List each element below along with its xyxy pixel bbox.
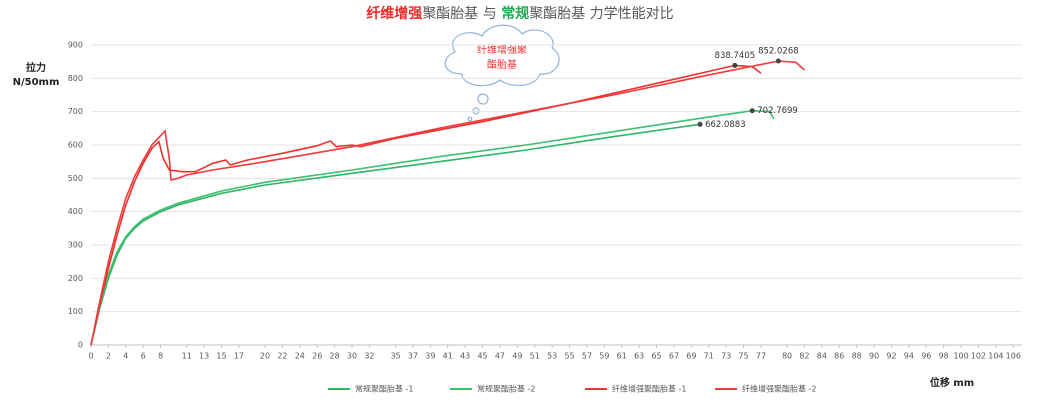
x-tick-label: 61: [617, 352, 627, 361]
x-tick-label: 39: [425, 352, 435, 361]
x-tick-label: 32: [364, 352, 374, 361]
cloud-bubble: [472, 107, 480, 115]
x-tick-label: 28: [330, 352, 340, 361]
x-tick-label: 100: [953, 352, 968, 361]
series-line: [90, 109, 775, 346]
x-tick-label: 22: [277, 352, 287, 361]
cloud-bubble: [477, 93, 489, 105]
x-tick-label: 73: [721, 352, 731, 361]
cloud-bubble: [467, 116, 473, 122]
annotation: 纤维增强聚: [477, 43, 527, 56]
peak-marker: [732, 62, 738, 68]
y-tick-label: 500: [68, 174, 83, 183]
x-tick-label: 45: [477, 352, 487, 361]
x-tick-label: 77: [756, 352, 766, 361]
callout: [444, 24, 560, 122]
y-axis-label: 拉力: [26, 61, 46, 74]
x-tick-label: 43: [460, 352, 470, 361]
x-tick-label: 71: [704, 352, 714, 361]
x-tick-label: 51: [530, 352, 540, 361]
x-tick-label: 26: [312, 352, 322, 361]
x-tick-label: 55: [564, 352, 574, 361]
x-tick-label: 49: [512, 352, 522, 361]
legend-label: 常规聚酯胎基 -2: [477, 384, 536, 394]
y-tick-label: 0: [78, 341, 83, 350]
x-tick-label: 13: [199, 352, 209, 361]
x-tick-label: 106: [1006, 352, 1021, 361]
x-tick-label: 11: [182, 352, 192, 361]
x-tick-label: 57: [582, 352, 592, 361]
legend-label: 常规聚酯胎基 -1: [355, 384, 414, 394]
x-tick-label: 90: [869, 352, 879, 361]
annotation: 酯胎基: [487, 58, 517, 71]
x-tick-label: 6: [141, 352, 146, 361]
x-tick-label: 80: [782, 352, 792, 361]
x-tick-label: 96: [921, 352, 931, 361]
x-tick-label: 65: [651, 352, 661, 361]
x-tick-label: 67: [669, 352, 679, 361]
x-tick-label: 86: [834, 352, 844, 361]
x-tick-label: 102: [971, 352, 986, 361]
y-tick-label: 200: [68, 274, 83, 283]
y-tick-label: 100: [68, 307, 83, 316]
x-tick-label: 47: [495, 352, 505, 361]
x-tick-label: 35: [390, 352, 400, 361]
peak-marker: [775, 58, 781, 64]
x-tick-label: 8: [158, 352, 163, 361]
chart-title: 纤维增强聚酯胎基 与 常规聚酯胎基 力学性能对比: [366, 5, 673, 22]
y-tick-label: 300: [68, 241, 83, 250]
x-tick-label: 41: [443, 352, 453, 361]
legend-label: 纤维增强聚酯胎基 -1: [612, 384, 687, 394]
peak-label: 852.0268: [758, 46, 799, 56]
title-part: 聚酯胎基 力学性能对比: [529, 5, 673, 22]
y-axis-label: N/50mm: [13, 77, 60, 88]
x-tick-label: 84: [817, 352, 827, 361]
legend-label: 纤维增强聚酯胎基 -2: [742, 384, 817, 394]
x-tick-label: 92: [886, 352, 896, 361]
y-tick-label: 900: [68, 41, 83, 50]
x-tick-label: 20: [260, 352, 270, 361]
peak-label: 702.7699: [757, 106, 798, 116]
x-tick-label: 30: [347, 352, 357, 361]
y-tick-label: 400: [68, 207, 83, 216]
x-tick-label: 37: [408, 352, 418, 361]
cloud: [444, 24, 560, 87]
y-tick-label: 600: [68, 141, 83, 150]
x-tick-label: 104: [988, 352, 1003, 361]
x-tick-label: 24: [295, 352, 305, 361]
peak-marker: [749, 108, 755, 114]
peak-label: 838.7405: [715, 51, 756, 61]
x-tick-label: 98: [939, 352, 949, 361]
x-tick-label: 15: [216, 352, 226, 361]
series-line: [90, 123, 701, 346]
peak-label: 662.0883: [705, 120, 746, 130]
series-line: [90, 64, 762, 346]
x-tick-label: 2: [106, 352, 111, 361]
y-tick-label: 700: [68, 107, 83, 116]
title-part: 纤维增强: [366, 5, 422, 22]
x-tick-label: 82: [799, 352, 809, 361]
x-axis-label: 位移 mm: [930, 376, 974, 389]
title-part: 聚酯胎基 与: [422, 5, 501, 22]
peak-marker: [697, 121, 703, 127]
x-tick-label: 94: [904, 352, 914, 361]
x-tick-label: 0: [88, 352, 93, 361]
title-part: 常规: [501, 5, 529, 22]
x-tick-label: 4: [123, 352, 128, 361]
x-tick-label: 75: [738, 352, 748, 361]
x-tick-label: 17: [234, 352, 244, 361]
x-tick-label: 69: [686, 352, 696, 361]
x-tick-label: 53: [547, 352, 557, 361]
x-tick-label: 63: [634, 352, 644, 361]
series-line: [90, 60, 806, 346]
y-tick-label: 800: [68, 74, 83, 83]
x-tick-label: 59: [599, 352, 609, 361]
x-tick-label: 88: [852, 352, 862, 361]
